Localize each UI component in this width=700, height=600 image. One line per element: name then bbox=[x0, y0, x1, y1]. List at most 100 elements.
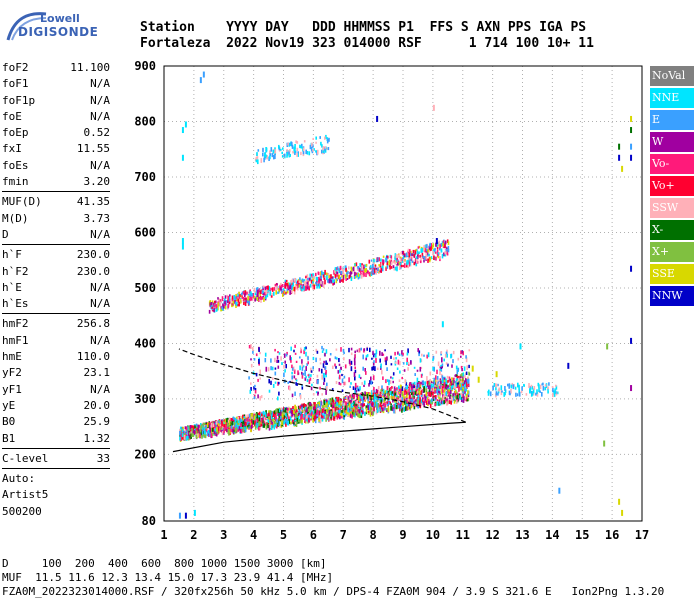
data-point bbox=[355, 405, 357, 410]
data-point bbox=[459, 383, 461, 388]
param-value: 230.0 bbox=[76, 264, 110, 278]
data-point bbox=[390, 406, 393, 411]
data-point bbox=[419, 405, 422, 409]
data-point bbox=[325, 134, 327, 139]
data-point bbox=[354, 271, 356, 276]
data-point bbox=[342, 408, 345, 413]
data-point bbox=[463, 380, 466, 385]
param-row: B1 1.32 bbox=[2, 431, 110, 447]
data-point bbox=[412, 389, 414, 392]
data-point bbox=[452, 393, 455, 397]
data-point bbox=[444, 246, 447, 250]
data-point bbox=[225, 418, 227, 422]
data-point bbox=[439, 244, 441, 249]
data-point bbox=[335, 412, 338, 416]
data-point bbox=[500, 385, 503, 391]
data-point bbox=[398, 379, 401, 382]
data-point bbox=[447, 377, 450, 382]
data-point bbox=[235, 302, 238, 306]
param-separator bbox=[2, 468, 110, 470]
data-point bbox=[439, 247, 441, 251]
data-point bbox=[462, 372, 465, 377]
data-point bbox=[399, 393, 401, 398]
data-point bbox=[353, 411, 355, 417]
data-point bbox=[224, 295, 227, 299]
data-point bbox=[440, 364, 442, 368]
data-point bbox=[523, 383, 525, 387]
data-point bbox=[304, 420, 306, 423]
data-point bbox=[447, 385, 449, 388]
data-point bbox=[310, 367, 312, 373]
data-point bbox=[198, 430, 200, 434]
data-point bbox=[188, 432, 191, 437]
data-point bbox=[343, 415, 346, 418]
data-point bbox=[384, 390, 387, 393]
data-point bbox=[455, 365, 458, 370]
data-point bbox=[377, 389, 379, 394]
param-value: 11.100 bbox=[70, 61, 110, 74]
data-point bbox=[326, 409, 328, 414]
data-point bbox=[299, 285, 302, 289]
data-point bbox=[366, 347, 368, 351]
data-point bbox=[446, 401, 448, 406]
data-point bbox=[309, 402, 312, 406]
data-point bbox=[351, 393, 354, 398]
data-point bbox=[435, 387, 438, 390]
data-point bbox=[216, 423, 219, 426]
data-point bbox=[414, 373, 416, 376]
bottom-file-info: FZA0M_2022323014000.RSF / 320fx256h 50 k… bbox=[2, 585, 665, 598]
data-point bbox=[210, 305, 212, 310]
data-point bbox=[567, 362, 570, 369]
data-point bbox=[256, 156, 259, 159]
data-point bbox=[451, 377, 453, 380]
data-point bbox=[291, 371, 293, 375]
data-point bbox=[283, 353, 286, 358]
data-point bbox=[281, 151, 283, 155]
data-point bbox=[401, 392, 403, 397]
data-point bbox=[365, 407, 368, 413]
data-point bbox=[309, 283, 312, 288]
data-point bbox=[402, 352, 404, 356]
data-point bbox=[429, 385, 431, 390]
data-point bbox=[346, 399, 349, 403]
data-point bbox=[181, 154, 184, 161]
data-point bbox=[265, 410, 267, 414]
data-point bbox=[459, 376, 462, 379]
data-point bbox=[195, 423, 198, 427]
data-point bbox=[265, 417, 267, 421]
data-point bbox=[330, 417, 332, 421]
data-point bbox=[256, 413, 259, 419]
data-point bbox=[244, 290, 247, 296]
data-point bbox=[439, 389, 442, 393]
param-row: yF1 N/A bbox=[2, 382, 110, 398]
data-point bbox=[270, 419, 272, 423]
data-point bbox=[405, 252, 408, 258]
data-point bbox=[216, 420, 218, 425]
data-point bbox=[254, 418, 257, 423]
data-point bbox=[248, 419, 250, 422]
data-point bbox=[393, 408, 395, 414]
data-point bbox=[380, 392, 383, 397]
data-point bbox=[294, 152, 296, 155]
data-point bbox=[447, 245, 450, 250]
data-point bbox=[360, 413, 363, 418]
data-point bbox=[316, 409, 319, 414]
data-point bbox=[282, 147, 284, 150]
data-point bbox=[332, 365, 334, 369]
data-point bbox=[380, 389, 382, 392]
param-name: M(D) bbox=[2, 211, 29, 225]
data-point bbox=[336, 399, 339, 404]
data-point bbox=[404, 379, 407, 384]
data-point bbox=[314, 415, 317, 420]
bottom-muf-row: MUF 11.5 11.6 12.3 13.4 15.0 17.3 23.9 4… bbox=[2, 571, 334, 584]
x-tick-label: 15 bbox=[575, 528, 589, 542]
param-name: foF2 bbox=[2, 61, 29, 74]
data-point bbox=[442, 397, 444, 402]
data-point bbox=[301, 288, 303, 292]
data-point bbox=[450, 385, 453, 390]
data-point bbox=[466, 399, 469, 402]
data-point bbox=[190, 429, 192, 433]
data-point bbox=[510, 388, 512, 394]
data-point bbox=[381, 263, 384, 268]
data-point bbox=[390, 255, 393, 259]
